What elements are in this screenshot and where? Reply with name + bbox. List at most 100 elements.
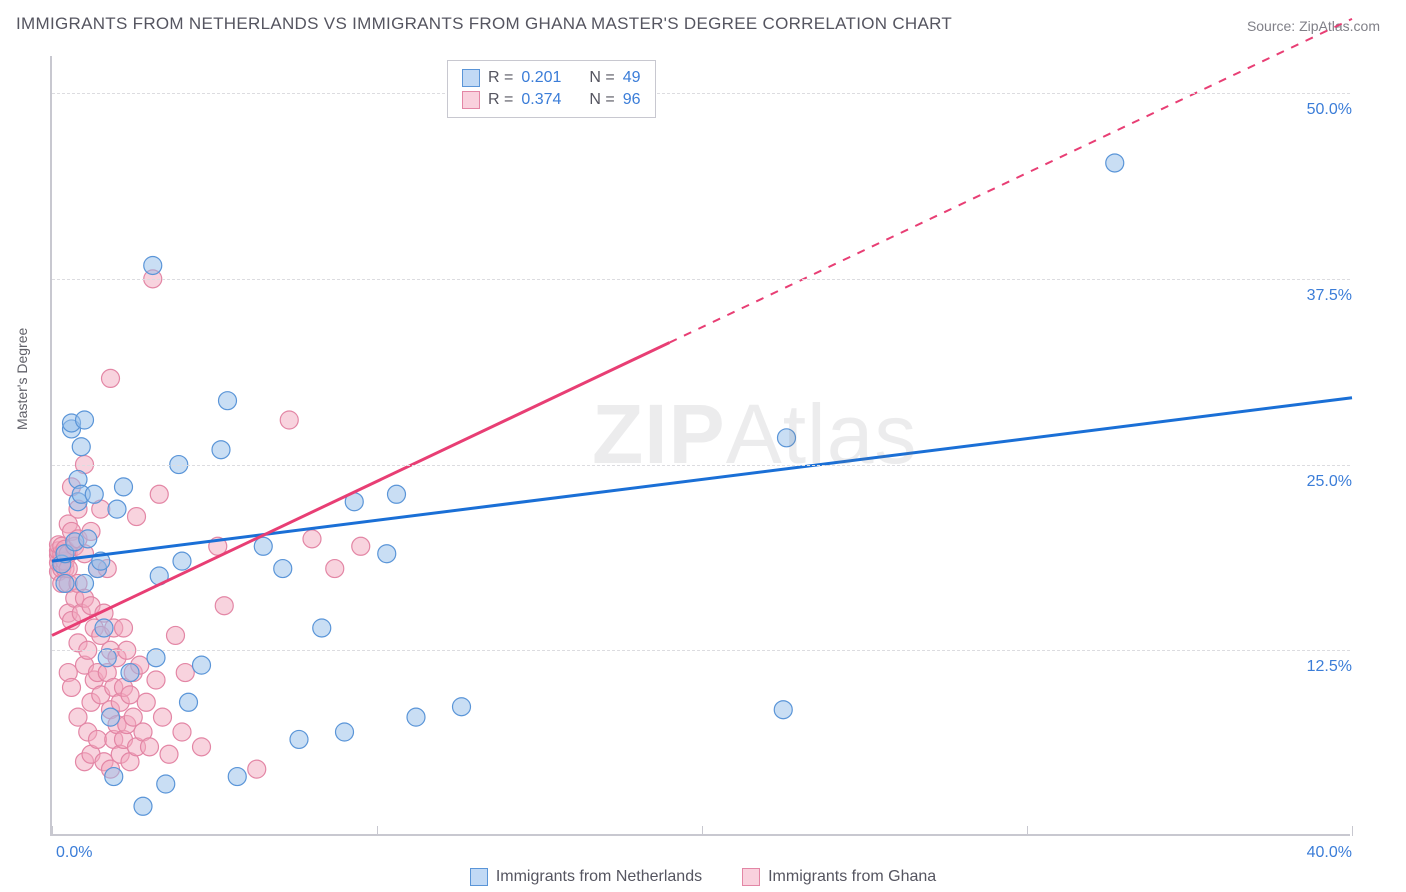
legend-swatch [470,868,488,886]
x-tick [1027,826,1028,836]
legend-swatch [742,868,760,886]
data-point [173,552,191,570]
data-point [254,537,272,555]
data-point [115,619,133,637]
data-point [144,256,162,274]
data-point [778,429,796,447]
data-point [89,730,107,748]
source-label: Source: ZipAtlas.com [1247,18,1380,34]
data-point [193,656,211,674]
grid-line [52,93,1350,94]
data-point [121,686,139,704]
r-label: R = [488,91,513,109]
x-max-label: 40.0% [1307,844,1352,862]
grid-line [52,650,1350,651]
y-tick-label: 12.5% [1307,658,1352,676]
data-point [137,693,155,711]
data-point [336,723,354,741]
legend-item: Immigrants from Netherlands [470,868,702,886]
data-point [79,530,97,548]
y-tick-label: 25.0% [1307,473,1352,491]
data-point [141,738,159,756]
data-point [378,545,396,563]
n-value: 49 [623,69,641,87]
data-point [157,775,175,793]
data-point [167,626,185,644]
data-point [228,768,246,786]
chart-title: IMMIGRANTS FROM NETHERLANDS VS IMMIGRANT… [16,14,952,34]
data-point [193,738,211,756]
grid-line [52,279,1350,280]
trend-line-dashed [670,19,1353,343]
data-point [176,664,194,682]
legend-label: Immigrants from Netherlands [496,868,702,886]
data-point [180,693,198,711]
data-point [85,485,103,503]
y-tick-label: 37.5% [1307,287,1352,305]
data-point [150,485,168,503]
legend-row: R = 0.374 N = 96 [462,89,641,111]
data-point [102,708,120,726]
data-point [72,438,90,456]
data-point [326,560,344,578]
data-point [95,619,113,637]
trend-line [52,398,1352,561]
r-label: R = [488,69,513,87]
y-tick-label: 50.0% [1307,101,1352,119]
data-point [108,500,126,518]
grid-line [52,465,1350,466]
data-point [147,671,165,689]
data-point [56,574,74,592]
n-label: N = [589,69,614,87]
data-point [219,392,237,410]
data-point [121,664,139,682]
data-point [248,760,266,778]
correlation-legend: R = 0.201 N = 49 R = 0.374 N = 96 [447,60,656,118]
data-point [290,730,308,748]
data-point [147,649,165,667]
data-point [154,708,172,726]
x-tick [377,826,378,836]
n-value: 96 [623,91,641,109]
data-point [388,485,406,503]
legend-swatch [462,69,480,87]
data-point [134,797,152,815]
series-legend: Immigrants from Netherlands Immigrants fr… [0,868,1406,886]
data-point [115,478,133,496]
data-point [102,369,120,387]
x-tick [52,826,53,836]
data-point [303,530,321,548]
r-value: 0.201 [521,69,561,87]
x-min-label: 0.0% [56,844,92,862]
data-point [352,537,370,555]
x-tick [702,826,703,836]
data-point [160,745,178,763]
data-point [212,441,230,459]
data-point [313,619,331,637]
data-point [280,411,298,429]
y-axis-label: Master's Degree [14,328,30,430]
data-point [215,597,233,615]
data-point [76,411,94,429]
data-point [1106,154,1124,172]
data-point [63,678,81,696]
n-label: N = [589,91,614,109]
r-value: 0.374 [521,91,561,109]
legend-row: R = 0.201 N = 49 [462,67,641,89]
data-point [76,574,94,592]
data-point [774,701,792,719]
data-point [173,723,191,741]
chart-svg [52,56,1350,834]
data-point [105,768,123,786]
x-tick [1352,826,1353,836]
plot-area: ZIPAtlas 12.5%25.0%37.5%50.0%0.0%40.0% [50,56,1350,836]
data-point [274,560,292,578]
data-point [128,508,146,526]
legend-swatch [462,91,480,109]
data-point [98,649,116,667]
legend-item: Immigrants from Ghana [742,868,936,886]
trend-line [52,343,670,636]
data-point [453,698,471,716]
data-point [407,708,425,726]
legend-label: Immigrants from Ghana [768,868,936,886]
